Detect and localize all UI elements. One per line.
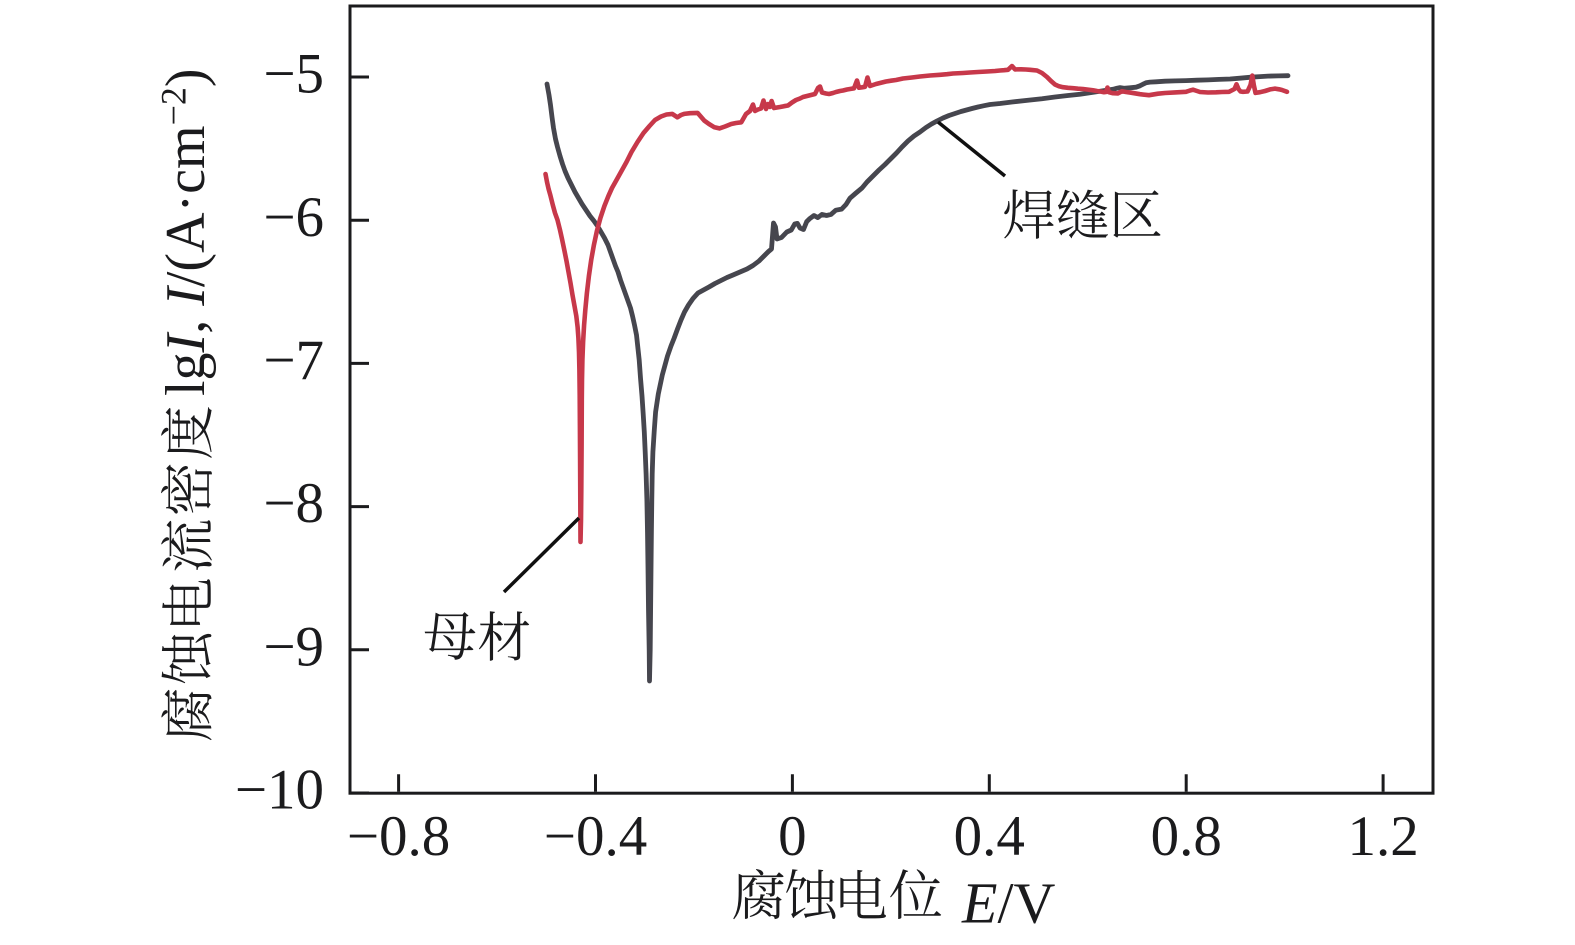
svg-text:−0.4: −0.4 [544,805,647,868]
svg-text:−10: −10 [235,759,324,822]
svg-text:−8: −8 [263,472,324,535]
svg-text:−7: −7 [263,329,324,392]
svg-text:−0.8: −0.8 [347,805,450,868]
svg-text:lgI, I/(A·cm−2): lgI, I/(A·cm−2) [154,68,218,396]
svg-text:0.4: 0.4 [954,805,1025,868]
svg-text:1.2: 1.2 [1347,805,1418,868]
svg-text:−9: −9 [263,615,324,678]
svg-text:0: 0 [778,805,807,868]
svg-text:−5: −5 [263,43,324,106]
svg-text:−6: −6 [263,186,324,249]
svg-text:E/V: E/V [961,871,1056,936]
svg-text:0.8: 0.8 [1151,805,1222,868]
